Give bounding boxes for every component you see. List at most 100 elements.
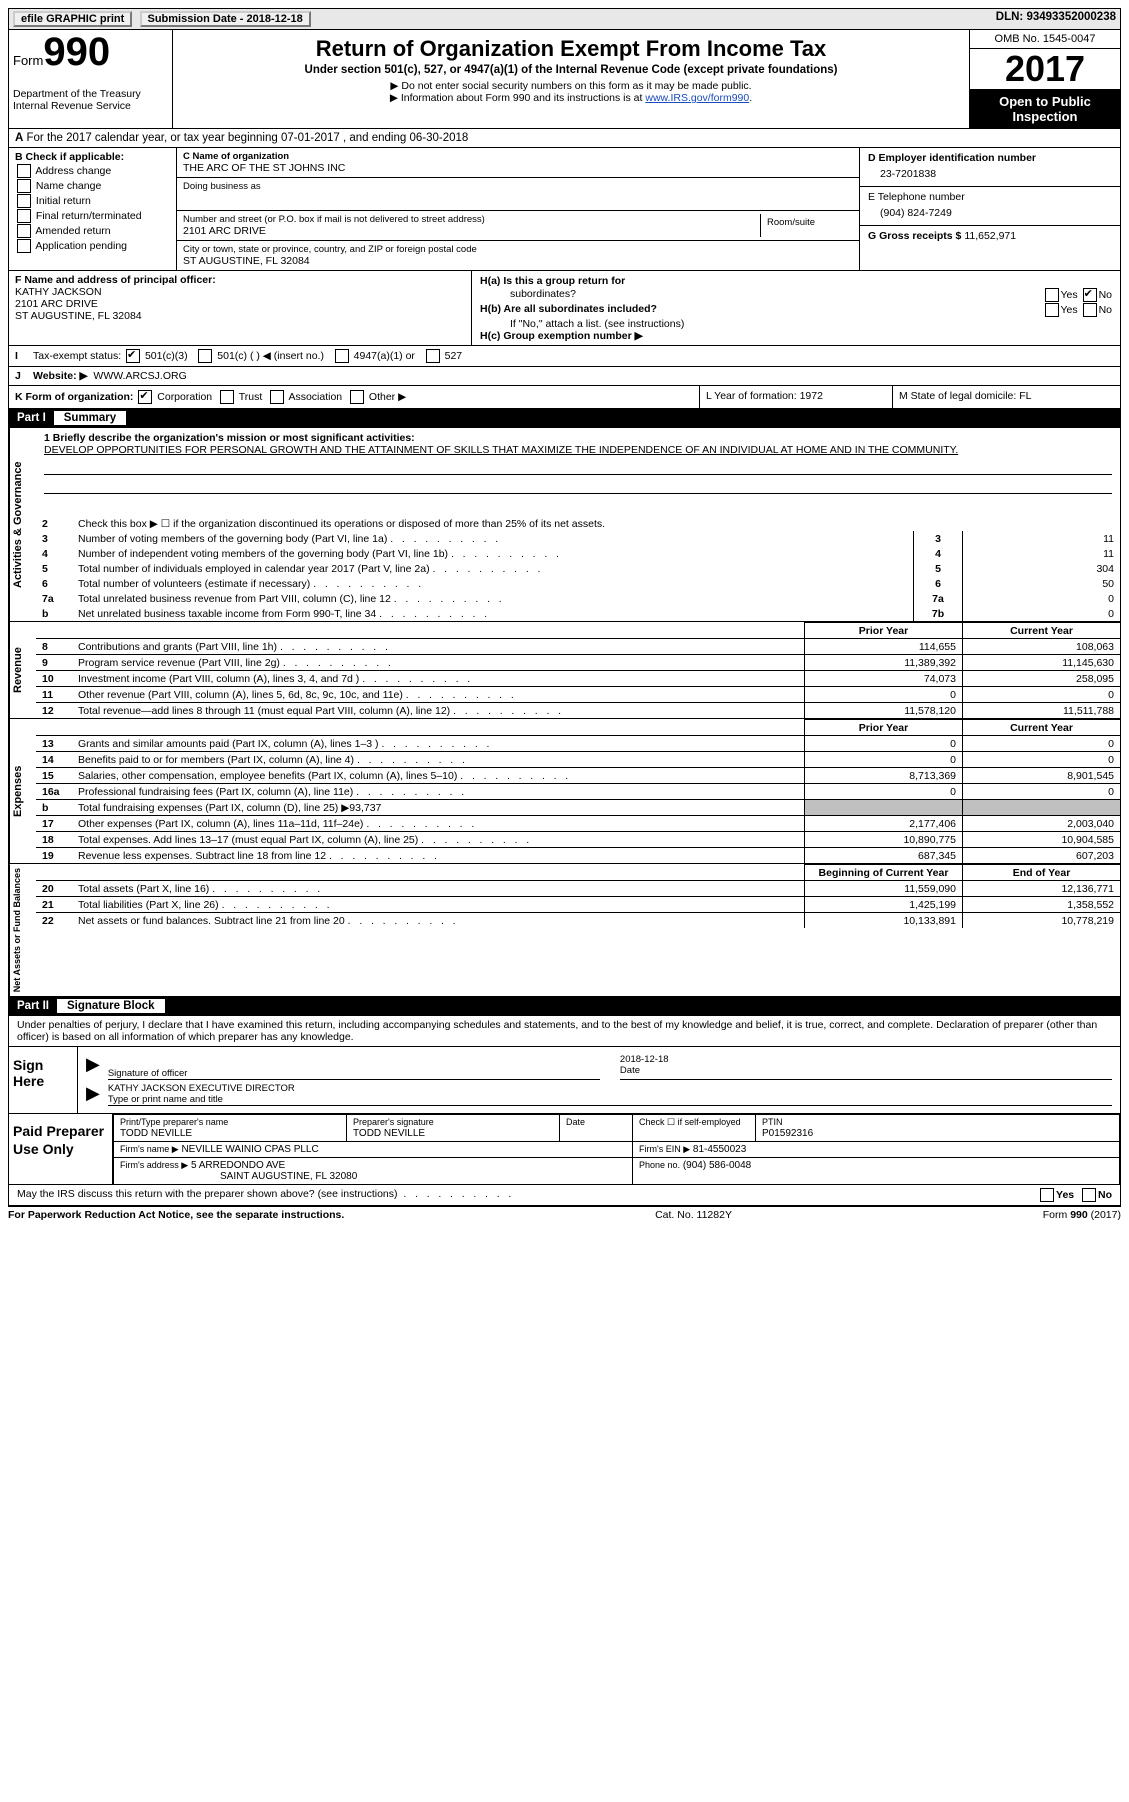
table-row: 8Contributions and grants (Part VIII, li… [36,639,1120,655]
preparer-name: TODD NEVILLE [120,1128,192,1139]
table-row: bTotal fundraising expenses (Part IX, co… [36,800,1120,816]
check-amended-return[interactable]: Amended return [15,224,170,238]
table-row: 3Number of voting members of the governi… [36,531,1120,546]
officer-street: 2101 ARC DRIVE [15,298,465,310]
form-title: Return of Organization Exempt From Incom… [181,36,961,62]
col-f-officer: F Name and address of principal officer:… [9,271,472,345]
discuss-yesno[interactable]: Yes No [1038,1188,1112,1202]
self-employed-check[interactable]: Check ☐ if self-employed [639,1117,741,1127]
sig-date-field: 2018-12-18 Date [620,1054,1112,1080]
phone-value: (904) 824-7249 [868,203,1112,221]
col-b-check: B Check if applicable: Address change Na… [9,148,177,270]
sig-arrow-icon: ▶ [86,1054,100,1080]
room-label: Room/suite [761,214,853,237]
table-row: 17Other expenses (Part IX, column (A), l… [36,816,1120,832]
expenses-table: Prior YearCurrent Year13Grants and simil… [36,719,1120,863]
catalog-number: Cat. No. 11282Y [655,1209,732,1221]
ha-yesno[interactable]: Yes No [1043,288,1112,302]
vert-expenses: Expenses [9,719,36,863]
check-initial-return[interactable]: Initial return [15,194,170,208]
governance-section: Activities & Governance 1 Briefly descri… [8,428,1121,622]
form-ref: Form 990 (2017) [1043,1209,1121,1221]
check-527[interactable] [426,349,440,363]
check-association[interactable] [270,390,284,404]
form-header: Form990 Department of the Treasury Inter… [8,30,1121,129]
irs-label: Internal Revenue Service [13,100,168,112]
header-left: Form990 Department of the Treasury Inter… [9,30,173,128]
col-d-ein: D Employer identification number 23-7201… [859,148,1120,270]
check-4947[interactable] [335,349,349,363]
officer-name-field: KATHY JACKSON EXECUTIVE DIRECTOR Type or… [108,1083,1112,1106]
col-h-group: H(a) Is this a group return for subordin… [472,271,1120,345]
check-address-change[interactable]: Address change [15,164,170,178]
header-right: OMB No. 1545-0047 2017 Open to Public In… [969,30,1120,128]
vert-netassets: Net Assets or Fund Balances [9,864,36,996]
preparer-signature: TODD NEVILLE [353,1128,425,1139]
check-trust[interactable] [220,390,234,404]
table-row: 2Check this box ▶ ☐ if the organization … [36,516,1120,531]
check-application-pending[interactable]: Application pending [15,239,170,253]
firm-ein: 81-4550023 [693,1144,746,1155]
ha-sub: subordinates? [480,288,576,302]
website-value: WWW.ARCSJ.ORG [93,370,186,382]
table-row: 5Total number of individuals employed in… [36,561,1120,576]
footer: For Paperwork Reduction Act Notice, see … [8,1206,1121,1221]
vert-governance: Activities & Governance [9,428,36,621]
officer-city: ST AUGUSTINE, FL 32084 [15,310,465,322]
top-bar: efile GRAPHIC print Submission Date - 20… [8,8,1121,30]
check-final-return[interactable]: Final return/terminated [15,209,170,223]
line-a: A For the 2017 calendar year, or tax yea… [9,129,1120,148]
check-other[interactable] [350,390,364,404]
table-row: 7aTotal unrelated business revenue from … [36,591,1120,606]
dept-treasury: Department of the Treasury [13,88,168,100]
hb-note: If "No," attach a list. (see instruction… [480,318,1112,330]
netassets-section: Net Assets or Fund Balances Beginning of… [8,864,1121,997]
tax-exempt-row: Tax-exempt status: 501(c)(3) 501(c) ( ) … [33,349,1114,363]
table-row: 11Other revenue (Part VIII, column (A), … [36,687,1120,703]
top-left: efile GRAPHIC print Submission Date - 20… [13,11,315,27]
part2-header: Part II Signature Block [9,997,1120,1015]
preparer-table: Print/Type preparer's nameTODD NEVILLE P… [113,1114,1120,1184]
irs-link[interactable]: www.IRS.gov/form990 [645,92,749,104]
state-domicile: M State of legal domicile: FL [892,386,1120,408]
tax-year: 2017 [970,49,1120,90]
firm-name: NEVILLE WAINIO CPAS PLLC [181,1144,318,1155]
firm-city: SAINT AUGUSTINE, FL 32080 [120,1171,357,1182]
efile-print-button[interactable]: efile GRAPHIC print [13,11,132,27]
city-label: City or town, state or province, country… [183,244,853,255]
officer-label: F Name and address of principal officer: [15,274,465,286]
table-row: 22Net assets or fund balances. Subtract … [36,913,1120,929]
table-row: 16aProfessional fundraising fees (Part I… [36,784,1120,800]
check-501c[interactable] [198,349,212,363]
hc-label: H(c) Group exemption number ▶ [480,330,643,342]
firm-phone: (904) 586-0048 [683,1160,751,1171]
table-row: 13Grants and similar amounts paid (Part … [36,736,1120,752]
perjury-statement: Under penalties of perjury, I declare th… [9,1016,1120,1046]
part1-header: Part I Summary [9,409,1120,427]
table-row: 21Total liabilities (Part X, line 26)1,4… [36,897,1120,913]
check-applicable-label: B Check if applicable: [15,151,170,163]
governance-table: 2Check this box ▶ ☐ if the organization … [36,516,1120,621]
ptin-value: P01592316 [762,1128,813,1139]
check-501c3[interactable] [126,349,140,363]
street-label: Number and street (or P.O. box if mail i… [183,214,760,225]
netassets-table: Beginning of Current YearEnd of Year20To… [36,864,1120,928]
table-row: 4Number of independent voting members of… [36,546,1120,561]
dba-label: Doing business as [183,181,853,192]
table-row: 18Total expenses. Add lines 13–17 (must … [36,832,1120,848]
officer-name: KATHY JACKSON [15,286,465,298]
org-name-label: C Name of organization [183,151,853,162]
form-subtitle: Under section 501(c), 527, or 4947(a)(1)… [181,64,961,76]
ha-label: H(a) Is this a group return for [480,275,625,287]
check-corporation[interactable] [138,390,152,404]
check-name-change[interactable]: Name change [15,179,170,193]
form-label: Form [13,53,43,68]
submission-date-button[interactable]: Submission Date - 2018-12-18 [140,11,311,27]
form-of-org: K Form of organization: Corporation Trus… [9,386,699,408]
dln: DLN: 93493352000238 [996,11,1116,27]
officer-signature-field[interactable]: Signature of officer [108,1054,600,1080]
mission-label: 1 Briefly describe the organization's mi… [44,432,1112,444]
hb-yesno[interactable]: Yes No [1043,303,1112,317]
name-arrow-icon: ▶ [86,1083,100,1106]
omb-number: OMB No. 1545-0047 [970,30,1120,49]
